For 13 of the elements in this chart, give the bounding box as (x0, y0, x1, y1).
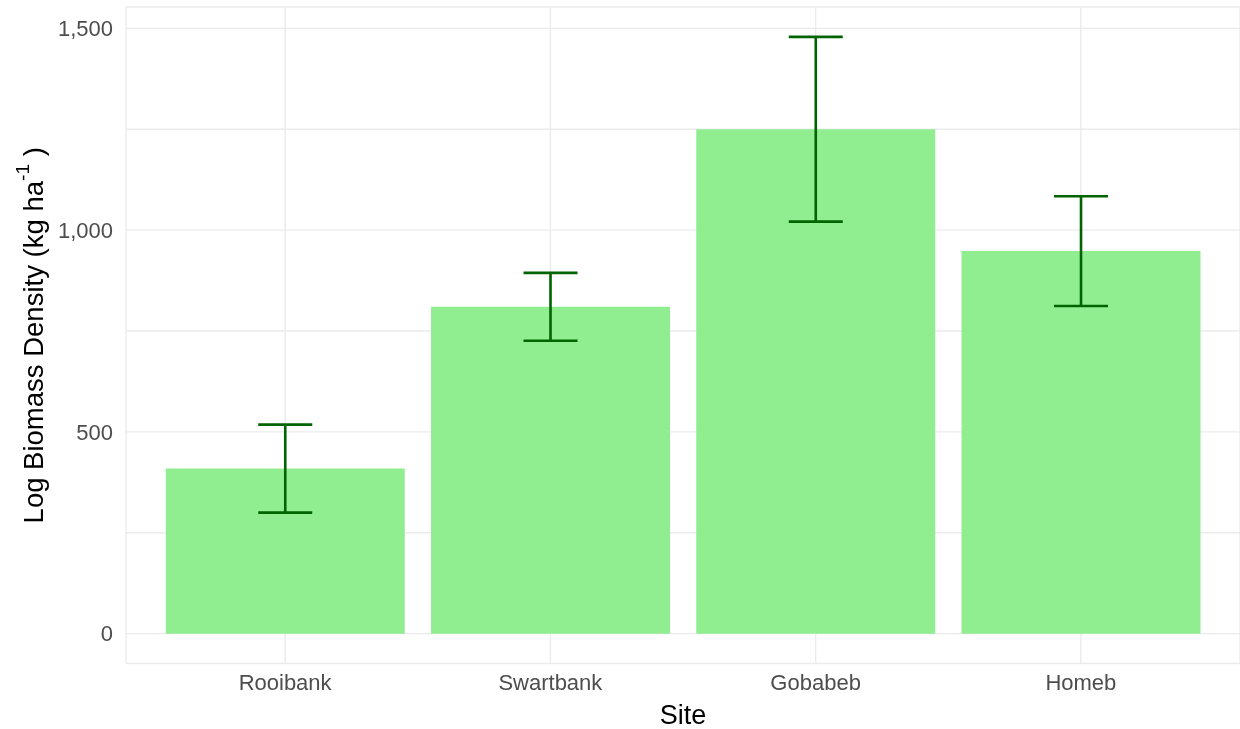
y-tick-label: 1,000 (57, 217, 113, 243)
bar (961, 251, 1201, 634)
x-tick-label: Rooibank (238, 670, 333, 696)
bar (696, 129, 936, 634)
x-axis-title: Site (659, 699, 707, 729)
bar (431, 306, 671, 634)
y-tick-label: 1,500 (57, 16, 113, 42)
x-tick-label: Swartbank (498, 670, 604, 696)
x-tick-label: Gobabeb (770, 670, 861, 696)
x-tick-label: Homeb (1045, 670, 1117, 696)
bar (165, 468, 405, 634)
y-tick-label: 500 (76, 419, 113, 445)
y-tick-label: 0 (100, 621, 113, 647)
